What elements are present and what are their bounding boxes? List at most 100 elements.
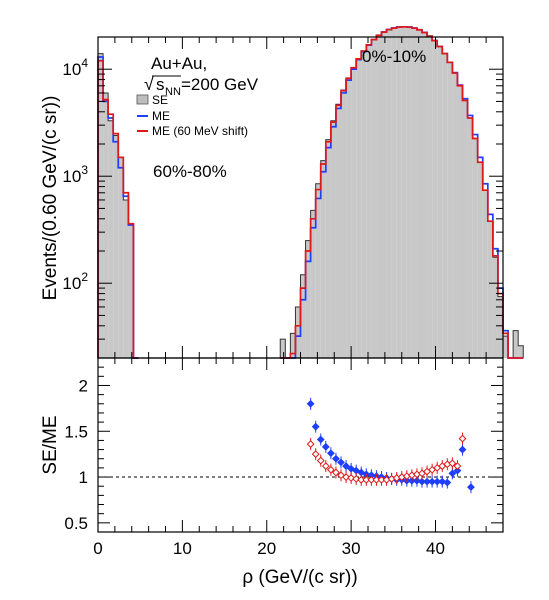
top-histogram-bars	[98, 26, 524, 359]
me-shift-ratio-point	[326, 465, 335, 474]
se-bar	[118, 157, 124, 358]
me-ratio-point	[326, 449, 335, 458]
x-tick-label: 30	[342, 539, 361, 558]
energy-subscript: NN	[165, 86, 181, 98]
me-ratio-point	[428, 477, 437, 486]
se-bar	[98, 53, 104, 358]
me-ratio-point	[413, 476, 421, 485]
x-tick-label: 20	[257, 539, 276, 558]
se-bar	[518, 345, 524, 358]
bottom-y-tick-label: 0.5	[64, 514, 88, 533]
me-ratio-point	[306, 399, 315, 408]
se-bar	[406, 27, 412, 358]
se-bar	[351, 67, 357, 359]
se-bar	[371, 39, 377, 359]
se-bar	[442, 53, 448, 358]
system-label: Au+Au,	[151, 54, 207, 73]
se-bar	[103, 92, 109, 358]
top-y-tick-label: 104	[62, 56, 88, 79]
me-ratio-point	[311, 422, 320, 431]
top-axis-ticks	[97, 36, 504, 359]
se-bar	[437, 46, 443, 358]
bottom-axis-ticks	[97, 357, 504, 533]
se-bar	[452, 73, 458, 359]
se-bar	[411, 28, 417, 358]
se-bar	[295, 306, 301, 358]
se-bar	[315, 183, 321, 358]
se-bar	[341, 89, 347, 359]
legend-label-me: ME	[152, 109, 170, 123]
bottom-y-tick-labels: 0.5 1 1.5 2	[64, 376, 88, 532]
se-bar	[320, 160, 326, 358]
energy-value: =200 GeV	[181, 75, 259, 94]
centrality-high-label: 0%-10%	[362, 47, 426, 66]
se-bar	[462, 100, 468, 359]
legend-swatch-se	[136, 94, 149, 105]
me-ratio-point	[342, 462, 350, 470]
me-ratio-point	[337, 458, 345, 467]
me-shift-ratio-point	[311, 450, 320, 459]
se-bar	[113, 135, 119, 358]
bottom-y-tick-label: 1	[79, 468, 88, 487]
me-ratio-point	[458, 445, 467, 454]
se-bar	[457, 85, 463, 358]
top-y-tick-labels: 102 103 104	[62, 56, 88, 293]
se-bar	[503, 336, 509, 358]
se-bar	[300, 274, 306, 358]
bottom-plot-frame	[97, 357, 504, 533]
bottom-y-tick-label: 2	[79, 376, 88, 395]
me-shift-ratio-point	[332, 468, 340, 477]
se-bar	[386, 29, 392, 359]
me-ratio-point	[423, 477, 431, 486]
bottom-y-axis-label: SE/ME	[40, 415, 61, 474]
bottom-y-tick-label: 1.5	[64, 422, 88, 441]
top-y-tick-label: 103	[62, 163, 88, 186]
energy-s: s	[156, 75, 165, 94]
me-shift-series-line	[97, 59, 139, 359]
me-shift-ratio-point	[453, 462, 462, 470]
me-shift-series-line	[280, 25, 524, 359]
me-ratio-point	[316, 435, 325, 444]
me-shift-ratio-point	[377, 475, 386, 484]
se-bar	[325, 139, 331, 358]
se-bar	[467, 117, 473, 358]
me-shift-ratio-point	[316, 456, 325, 465]
x-tick-label: 0	[93, 539, 102, 558]
se-bar	[482, 190, 488, 358]
se-bar	[396, 27, 402, 358]
se-bar	[376, 35, 382, 359]
bottom-panel: 0.5 1 1.5 2 0 10 20 30 40 SE/ME ρ (GeV/(c sr))	[40, 357, 504, 588]
me-ratio-point	[321, 442, 330, 451]
se-bar	[366, 44, 372, 359]
ratio-points	[306, 397, 475, 494]
top-y-tick-label: 102	[62, 270, 88, 293]
se-bar	[422, 32, 428, 358]
me-ratio-point	[332, 454, 340, 463]
me-ratio-point	[467, 483, 475, 492]
legend-label-me-shift: ME (60 MeV shift)	[152, 124, 248, 138]
me-shift-ratio-point	[458, 434, 467, 443]
se-bar	[310, 210, 316, 358]
me-shift-ratio-point	[347, 474, 356, 482]
se-bar	[432, 40, 438, 358]
me-shift-ratio-point	[448, 459, 457, 468]
me-shift-ratio-point	[372, 475, 381, 484]
se-bar	[108, 120, 114, 358]
me-shift-ratio-point	[352, 474, 361, 483]
sqrt-symbol: √	[144, 74, 154, 94]
se-bar	[290, 333, 296, 358]
me-ratio-point	[438, 477, 447, 486]
me-shift-ratio-point	[367, 475, 376, 484]
se-bar	[305, 240, 311, 358]
x-tick-label: 10	[173, 539, 192, 558]
se-bar	[123, 199, 129, 358]
me-shift-ratio-point	[342, 473, 350, 481]
se-bar	[401, 26, 407, 358]
centrality-low-label: 60%-80%	[153, 162, 227, 181]
se-bar	[487, 221, 493, 358]
me-shift-ratio-point	[362, 475, 371, 484]
se-bar	[492, 257, 498, 358]
se-bar	[477, 162, 483, 358]
se-bar	[497, 296, 503, 358]
